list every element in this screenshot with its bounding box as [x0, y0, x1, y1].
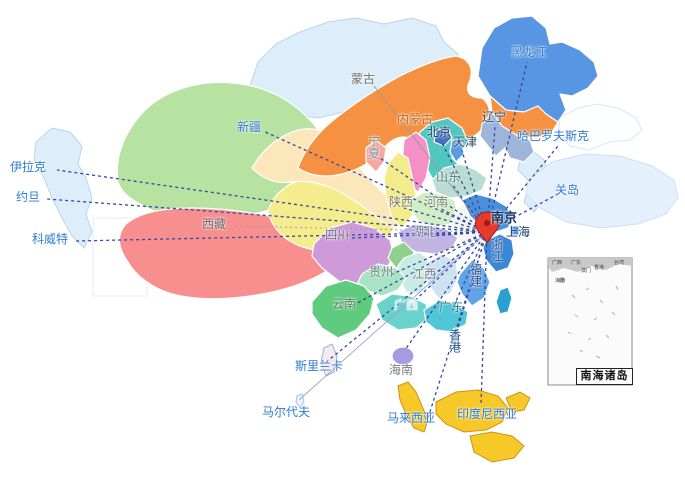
region-malaysia-peninsula — [397, 381, 429, 433]
route-line-to-印度尼西亚 — [480, 231, 488, 406]
region-sea-east — [525, 153, 679, 229]
route-line-to-马来西亚 — [427, 231, 488, 419]
region-zhejiang — [482, 233, 515, 273]
route-line-to-四川 — [351, 231, 488, 239]
foreign-regions — [33, 17, 679, 463]
region-middle-east — [33, 127, 93, 249]
inset-tiny-label-1: 广东 — [571, 260, 582, 266]
region-fujian — [456, 259, 491, 307]
pin-body — [474, 211, 500, 244]
route-line-to-广西 — [406, 231, 488, 309]
province-regions — [116, 15, 599, 366]
region-indonesia-south — [469, 431, 525, 463]
region-sakhalin-outline — [557, 103, 643, 151]
route-line-to-新疆 — [262, 130, 488, 233]
route-line-to-贵州 — [387, 231, 488, 277]
route-line-to-蒙古 — [373, 85, 488, 233]
inset-tiny-label-3: 澳门 — [581, 268, 592, 274]
region-srilanka — [320, 343, 338, 377]
region-mongolia — [247, 17, 459, 119]
region-maldives — [295, 393, 305, 408]
inset-tiny-label-2: 台湾 — [614, 260, 625, 266]
region-tianjin — [449, 139, 465, 163]
region-shanghai — [509, 225, 520, 236]
route-line-to-马尔代夫 — [298, 231, 488, 401]
inset-title: 南海诸岛 — [576, 368, 633, 385]
route-line-to-伊拉克 — [56, 169, 488, 233]
inset-hainan — [559, 277, 565, 283]
inset-tiny-label-4: 香港 — [594, 265, 605, 271]
route-line-to-哈巴罗夫斯克 — [486, 145, 559, 233]
route-line-to-西藏 — [233, 225, 488, 233]
region-ningxia — [365, 139, 387, 173]
route-lines — [46, 61, 559, 419]
inset-islands — [567, 285, 619, 359]
region-yunnan — [311, 279, 375, 339]
origin-pin — [474, 211, 500, 244]
route-line-to-广东 — [451, 231, 488, 311]
region-sulawesi — [505, 391, 531, 413]
pin-dot — [484, 220, 490, 226]
region-borneo — [435, 389, 509, 433]
south-sea-inset — [547, 257, 633, 386]
region-taiwan — [495, 286, 513, 315]
route-line-to-北京 — [440, 140, 488, 233]
region-beijing — [433, 127, 453, 147]
route-line-to-黑龙江 — [486, 61, 528, 233]
route-line-to-云南 — [351, 231, 488, 307]
route-line-to-斯里兰卡 — [329, 231, 488, 360]
region-guangdong — [423, 299, 469, 333]
inset-coast — [548, 258, 632, 272]
route-line-to-陕西 — [403, 207, 488, 233]
route-line-to-山东 — [451, 183, 488, 233]
route-line-to-宁夏 — [379, 157, 488, 233]
region-liaoning — [479, 111, 535, 163]
route-line-to-科威特 — [75, 231, 488, 242]
inset-tiny-label-5: 海南 — [555, 278, 566, 284]
region-shaanxi — [383, 151, 417, 229]
inset-tiny-label-0: 广西 — [552, 260, 563, 266]
route-line-to-约旦 — [46, 198, 488, 233]
route-line-to-关岛 — [486, 193, 559, 233]
region-hainan — [391, 346, 415, 366]
